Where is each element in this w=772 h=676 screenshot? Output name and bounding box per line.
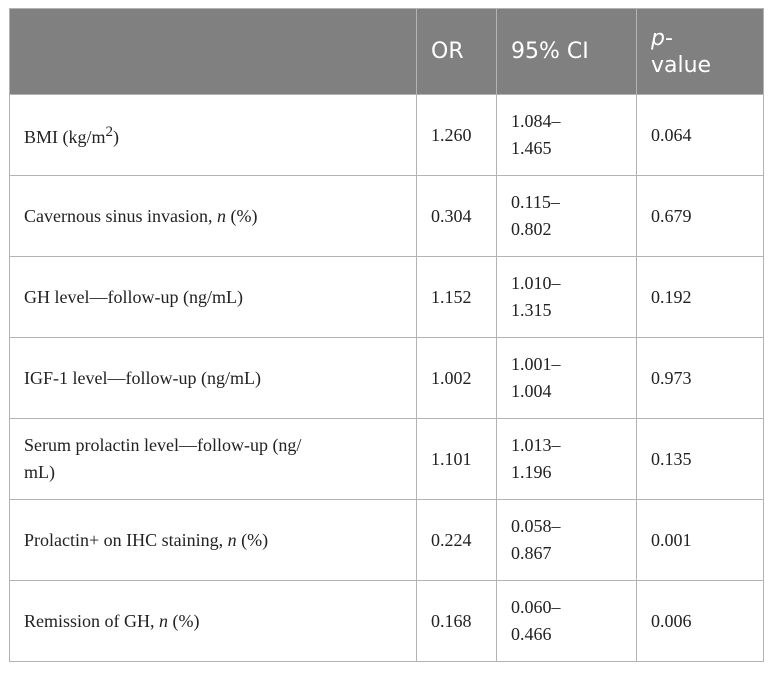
ci-upper: 0.802 bbox=[511, 219, 552, 239]
variable-text: Prolactin+ on IHC staining, bbox=[24, 529, 228, 550]
variable-text: Remission of GH, bbox=[24, 610, 159, 631]
cell-variable: Cavernous sinus invasion, n (%) bbox=[9, 175, 417, 257]
variable-text-line2: mL) bbox=[24, 462, 55, 482]
variable-text: IGF-1 level—follow-up (ng/mL) bbox=[24, 367, 261, 388]
variable-text-after: (%) bbox=[168, 610, 200, 631]
cell-ci: 0.115– 0.802 bbox=[496, 175, 637, 257]
header-variable bbox=[9, 8, 417, 95]
variable-text: BMI (kg/m bbox=[24, 127, 106, 147]
ci-lower: 0.115– bbox=[511, 192, 560, 212]
cell-ci: 0.058– 0.867 bbox=[496, 499, 637, 581]
ci-upper: 1.315 bbox=[511, 300, 552, 320]
variable-text-after: (%) bbox=[226, 205, 258, 226]
header-p-line2: value bbox=[651, 52, 712, 78]
cell-or: 0.304 bbox=[416, 175, 497, 257]
table-row: BMI (kg/m2) 1.260 1.084– 1.465 0.064 bbox=[9, 94, 764, 176]
cell-ci: 1.013– 1.196 bbox=[496, 418, 637, 500]
variable-superscript: 2 bbox=[105, 124, 114, 140]
variable-text-post: ) bbox=[113, 127, 120, 147]
variable-italic: n bbox=[159, 610, 168, 631]
cell-or: 0.224 bbox=[416, 499, 497, 581]
variable-italic: n bbox=[217, 205, 226, 226]
cell-variable: Remission of GH, n (%) bbox=[9, 580, 417, 662]
ci-upper: 1.196 bbox=[511, 462, 552, 482]
variable-text: Cavernous sinus invasion, bbox=[24, 205, 217, 226]
header-p-hyphen: - bbox=[664, 25, 673, 51]
variable-text: Serum prolactin level—follow-up (ng/ bbox=[24, 435, 302, 455]
cell-p-value: 0.192 bbox=[636, 256, 764, 338]
cell-or: 1.002 bbox=[416, 337, 497, 419]
cell-p-value: 0.973 bbox=[636, 337, 764, 419]
cell-variable: Serum prolactin level—follow-up (ng/mL) bbox=[9, 418, 417, 500]
cell-ci: 1.010– 1.315 bbox=[496, 256, 637, 338]
ci-upper: 0.867 bbox=[511, 543, 552, 563]
cell-p-value: 0.135 bbox=[636, 418, 764, 500]
variable-text-after: (%) bbox=[236, 529, 269, 550]
ci-lower: 1.010– bbox=[511, 273, 561, 293]
cell-or: 1.101 bbox=[416, 418, 497, 500]
header-p-italic: p bbox=[651, 25, 665, 51]
variable-italic: n bbox=[227, 529, 237, 550]
cell-p-value: 0.001 bbox=[636, 499, 764, 581]
header-row: OR 95% CI p-value bbox=[9, 8, 764, 95]
cell-p-value: 0.006 bbox=[636, 580, 764, 662]
cell-variable: Prolactin+ on IHC staining, n (%) bbox=[9, 499, 417, 581]
table-body: BMI (kg/m2) 1.260 1.084– 1.465 0.064 Cavernou… bbox=[9, 94, 764, 662]
results-table: OR 95% CI p-value BMI (kg/m2) 1.260 1.084–… bbox=[9, 8, 764, 662]
cell-ci: 1.001– 1.004 bbox=[496, 337, 637, 419]
cell-p-value: 0.064 bbox=[636, 94, 764, 176]
table-row: Remission of GH, n (%) 0.168 0.060– 0.466 0.… bbox=[9, 580, 764, 662]
cell-variable: BMI (kg/m2) bbox=[9, 94, 417, 176]
cell-variable: IGF-1 level—follow-up (ng/mL) bbox=[9, 337, 417, 419]
table-row: Serum prolactin level—follow-up (ng/mL) 1… bbox=[9, 418, 764, 500]
cell-variable: GH level—follow-up (ng/mL) bbox=[9, 256, 417, 338]
ci-lower: 0.058– bbox=[511, 516, 561, 536]
ci-upper: 0.466 bbox=[511, 624, 552, 644]
cell-p-value: 0.679 bbox=[636, 175, 764, 257]
cell-ci: 1.084– 1.465 bbox=[496, 94, 637, 176]
cell-ci: 0.060– 0.466 bbox=[496, 580, 637, 662]
header-p-value: p-value bbox=[636, 8, 764, 95]
variable-text: GH level—follow-up (ng/mL) bbox=[24, 286, 243, 307]
table-row: GH level—follow-up (ng/mL) 1.152 1.010– 1.3… bbox=[9, 256, 764, 338]
cell-or: 0.168 bbox=[416, 580, 497, 662]
ci-lower: 1.001– bbox=[511, 354, 561, 374]
header-ci: 95% CI bbox=[496, 8, 637, 95]
ci-lower: 1.013– bbox=[511, 435, 561, 455]
table-row: IGF-1 level—follow-up (ng/mL) 1.002 1.001–… bbox=[9, 337, 764, 419]
table-row: Prolactin+ on IHC staining, n (%) 0.224 0.… bbox=[9, 499, 764, 581]
ci-upper: 1.465 bbox=[511, 138, 552, 158]
header-or: OR bbox=[416, 8, 497, 95]
ci-upper: 1.004 bbox=[511, 381, 552, 401]
table-row: Cavernous sinus invasion, n (%) 0.304 0.11… bbox=[9, 175, 764, 257]
ci-lower: 1.084– bbox=[511, 111, 561, 131]
cell-or: 1.152 bbox=[416, 256, 497, 338]
ci-lower: 0.060– bbox=[511, 597, 561, 617]
table-header: OR 95% CI p-value bbox=[9, 8, 764, 95]
cell-or: 1.260 bbox=[416, 94, 497, 176]
